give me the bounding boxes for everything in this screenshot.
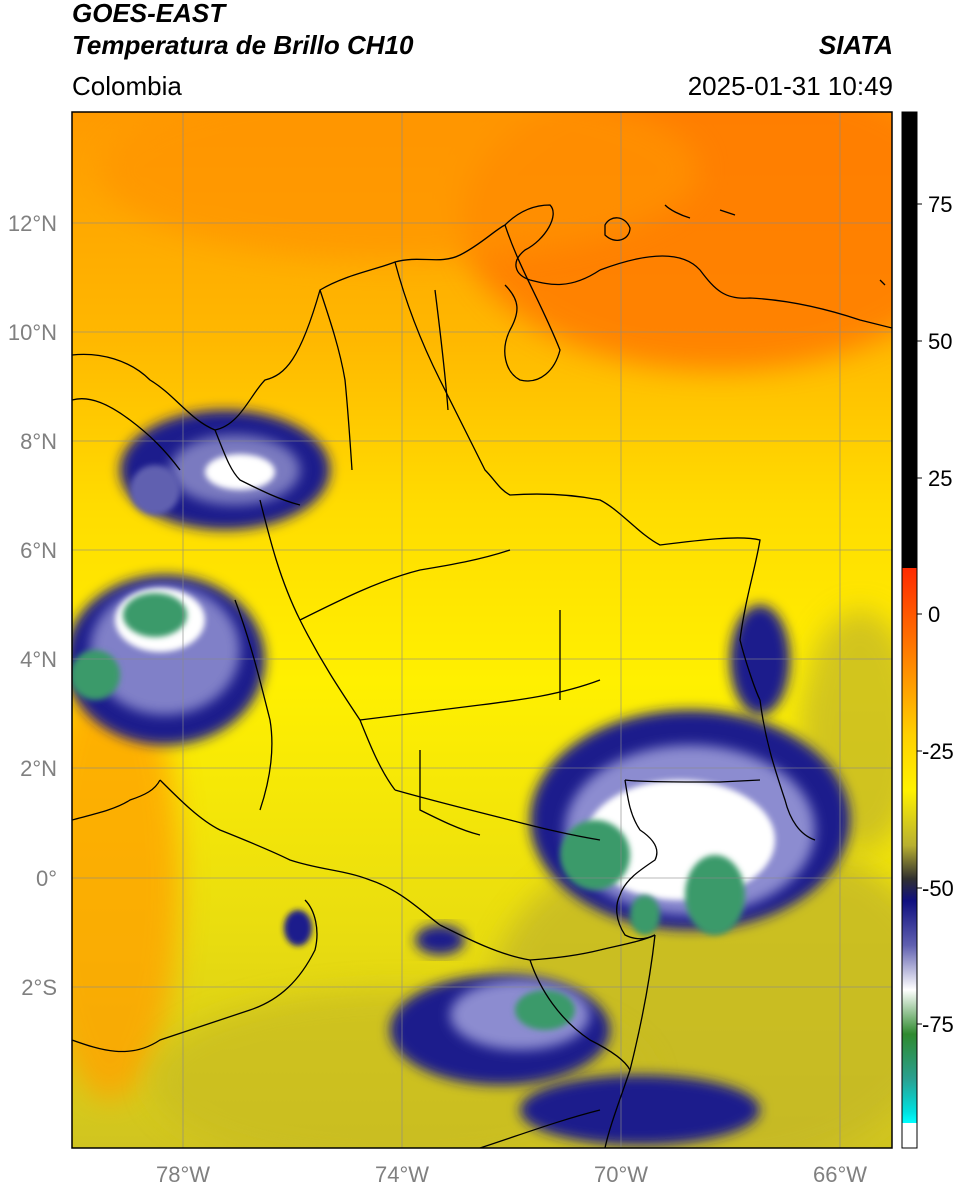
longitude-labels: 78°W 74°W 70°W 66°W: [156, 1162, 867, 1187]
brightness-temperature-field: [72, 112, 892, 1148]
colorbar-white-segment: [902, 1123, 917, 1148]
lon-tick: 74°W: [375, 1162, 429, 1187]
colorbar-tick: -50: [922, 876, 954, 901]
lat-tick: 10°N: [8, 320, 57, 345]
lon-tick: 66°W: [813, 1162, 867, 1187]
lat-tick: 4°N: [20, 647, 57, 672]
latitude-labels: 12°N 10°N 8°N 6°N 4°N 2°N 0° 2°S: [8, 211, 57, 1000]
colorbar-tick: -75: [922, 1012, 954, 1037]
lat-tick: 0°: [36, 866, 57, 891]
cloud-cluster-south: [284, 910, 760, 1145]
satellite-title: GOES-EAST: [72, 0, 226, 28]
colorbar-tick: -25: [922, 739, 954, 764]
graticule: [72, 112, 892, 1148]
region-label: Colombia: [72, 71, 182, 101]
colorbar-black-segment: [902, 112, 917, 568]
colorbar-tick: 25: [928, 466, 952, 491]
lon-tick: 70°W: [594, 1162, 648, 1187]
map-frame: [71, 111, 893, 1149]
colorbar-tick: 75: [928, 192, 952, 217]
product-title: Temperatura de Brillo CH10: [72, 30, 414, 60]
lon-tick: 78°W: [156, 1162, 210, 1187]
lat-tick: 6°N: [20, 538, 57, 563]
colorbar: 75 50 25 0 -25 -50 -75: [901, 111, 954, 1149]
colorbar-gradient: [902, 568, 917, 1123]
datetime-label: 2025-01-31 10:49: [687, 71, 893, 101]
lat-tick: 8°N: [20, 429, 57, 454]
colorbar-tick: 0: [928, 602, 940, 627]
cloud-cluster-northwest: [120, 410, 330, 530]
agency-label: SIATA: [818, 30, 893, 60]
cloud-cluster-east: [530, 605, 850, 935]
lat-tick: 2°S: [21, 975, 57, 1000]
lat-tick: 2°N: [20, 756, 57, 781]
lat-tick: 12°N: [8, 211, 57, 236]
country-borders: [72, 204, 892, 1148]
cloud-cluster-west: [72, 575, 265, 745]
colorbar-tick: 50: [928, 329, 952, 354]
